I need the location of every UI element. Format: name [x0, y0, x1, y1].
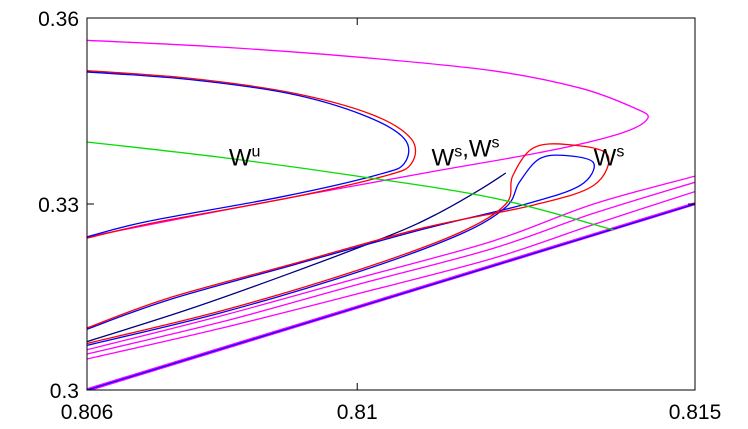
- plot-frame: [86, 17, 696, 391]
- series-line-1: [87, 175, 695, 351]
- curve-labels-group: Wu Ws,Ws Ws: [229, 135, 624, 172]
- curves-group: [87, 39, 695, 390]
- y-tick-label-1: 0.33: [38, 194, 79, 217]
- curve-label-0: Wu: [229, 144, 261, 172]
- series-line-12: [87, 141, 615, 231]
- curve-label-1: Ws,Ws: [432, 135, 500, 172]
- ticks-group: 0.806 0.81 0.815 0.36 0.33 0.3: [38, 8, 721, 424]
- x-tick-label-2: 0.815: [669, 401, 722, 424]
- series-line-6: [87, 203, 695, 390]
- x-tick-label-0: 0.806: [61, 401, 114, 424]
- series-line-11: [87, 143, 610, 345]
- series-line-5: [88, 203, 695, 390]
- series-line-10: [87, 154, 595, 346]
- series-line-3: [87, 190, 695, 360]
- y-tick-label-2: 0.3: [50, 380, 79, 403]
- series-line-8: [87, 71, 410, 238]
- curve-label-2: Ws: [594, 144, 625, 172]
- series-line-9: [87, 172, 507, 343]
- series-line-7: [87, 70, 417, 239]
- series-line-2: [87, 181, 695, 355]
- series-line-0: [87, 39, 649, 238]
- series-line-4: [87, 202, 695, 390]
- y-tick-label-0: 0.36: [38, 8, 79, 31]
- x-tick-label-1: 0.81: [337, 401, 378, 424]
